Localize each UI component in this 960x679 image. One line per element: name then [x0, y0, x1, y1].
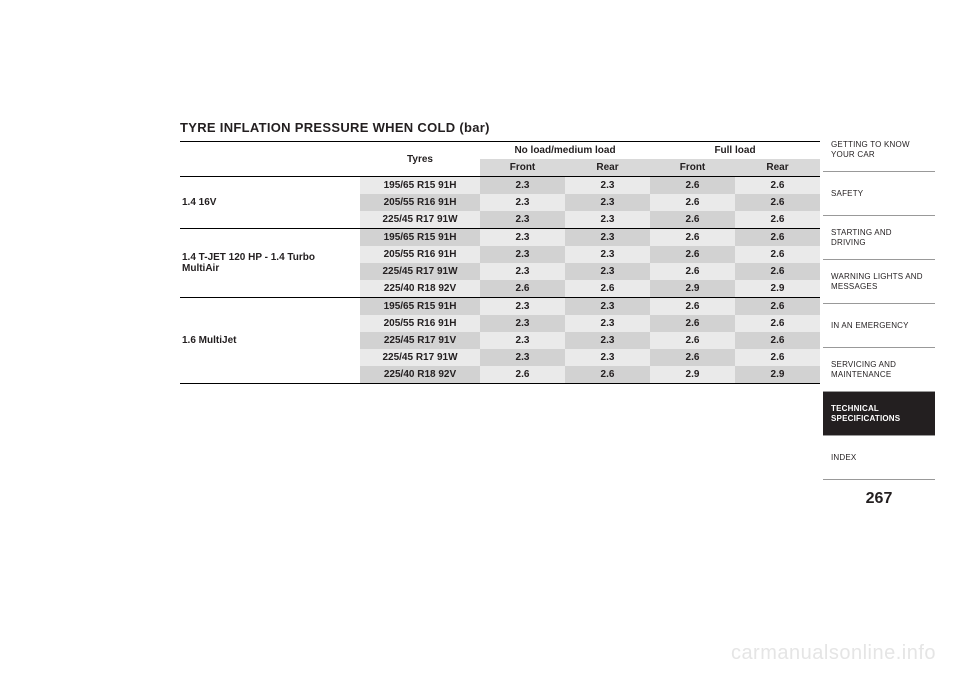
- cell-val: 2.3: [480, 332, 565, 349]
- cell-val: 2.3: [565, 194, 650, 211]
- page-title: TYRE INFLATION PRESSURE WHEN COLD (bar): [180, 120, 820, 135]
- cell-tyre: 205/55 R16 91H: [360, 194, 480, 211]
- cell-val: 2.3: [565, 177, 650, 195]
- cell-val: 2.6: [735, 263, 820, 280]
- cell-val: 2.3: [480, 211, 565, 229]
- cell-val: 2.6: [735, 315, 820, 332]
- th-tyres: Tyres: [360, 142, 480, 177]
- tab-index[interactable]: INDEX: [823, 436, 935, 480]
- cell-val: 2.6: [480, 366, 565, 384]
- th-nl-rear: Rear: [565, 159, 650, 177]
- cell-val: 2.6: [650, 263, 735, 280]
- cell-val: 2.6: [650, 177, 735, 195]
- cell-val: 2.6: [735, 177, 820, 195]
- cell-tyre: 225/40 R18 92V: [360, 280, 480, 298]
- pressure-table: Tyres No load/medium load Full load Fron…: [180, 141, 820, 384]
- cell-val: 2.6: [565, 366, 650, 384]
- cell-val: 2.3: [565, 263, 650, 280]
- page-number: 267: [823, 490, 935, 508]
- cell-val: 2.6: [735, 298, 820, 316]
- cell-val: 2.6: [650, 229, 735, 247]
- cell-val: 2.3: [480, 263, 565, 280]
- watermark-text: carmanualsonline.info: [731, 642, 936, 665]
- cell-tyre: 195/65 R15 91H: [360, 177, 480, 195]
- cell-val: 2.6: [735, 194, 820, 211]
- cell-tyre: 195/65 R15 91H: [360, 298, 480, 316]
- table-body: 1.4 16V 195/65 R15 91H 2.3 2.3 2.6 2.6 2…: [180, 177, 820, 384]
- cell-val: 2.6: [735, 349, 820, 366]
- cell-val: 2.3: [565, 349, 650, 366]
- th-no-load: No load/medium load: [480, 142, 650, 160]
- cell-val: 2.6: [650, 332, 735, 349]
- tab-servicing[interactable]: SERVICING AND MAINTENANCE: [823, 348, 935, 392]
- cell-val: 2.3: [565, 246, 650, 263]
- tab-emergency[interactable]: IN AN EMERGENCY: [823, 304, 935, 348]
- section-tabs: GETTING TO KNOW YOUR CAR SAFETY STARTING…: [823, 128, 935, 480]
- table-row: 1.4 16V 195/65 R15 91H 2.3 2.3 2.6 2.6: [180, 177, 820, 195]
- table-row: 1.6 MultiJet 195/65 R15 91H 2.3 2.3 2.6 …: [180, 298, 820, 316]
- cell-val: 2.3: [565, 315, 650, 332]
- th-full-load: Full load: [650, 142, 820, 160]
- content-area: TYRE INFLATION PRESSURE WHEN COLD (bar) …: [180, 120, 820, 384]
- cell-val: 2.6: [650, 194, 735, 211]
- cell-val: 2.6: [650, 298, 735, 316]
- cell-val: 2.3: [480, 194, 565, 211]
- th-fl-front: Front: [650, 159, 735, 177]
- table-row: 1.4 T-JET 120 HP - 1.4 Turbo MultiAir 19…: [180, 229, 820, 247]
- page: TYRE INFLATION PRESSURE WHEN COLD (bar) …: [0, 0, 960, 679]
- cell-val: 2.3: [565, 229, 650, 247]
- cell-val: 2.6: [565, 280, 650, 298]
- cell-val: 2.3: [565, 332, 650, 349]
- cell-tyre: 225/45 R17 91W: [360, 263, 480, 280]
- cell-val: 2.6: [480, 280, 565, 298]
- cell-val: 2.9: [650, 280, 735, 298]
- cell-val: 2.6: [735, 332, 820, 349]
- th-nl-front: Front: [480, 159, 565, 177]
- cell-val: 2.6: [735, 246, 820, 263]
- cell-tyre: 225/45 R17 91V: [360, 332, 480, 349]
- cell-val: 2.9: [650, 366, 735, 384]
- tab-safety[interactable]: SAFETY: [823, 172, 935, 216]
- row-label: 1.6 MultiJet: [180, 298, 360, 384]
- cell-val: 2.3: [480, 315, 565, 332]
- tab-technical-specs[interactable]: TECHNICAL SPECIFICATIONS: [823, 392, 935, 436]
- cell-tyre: 225/45 R17 91W: [360, 211, 480, 229]
- tab-warning-lights[interactable]: WARNING LIGHTS AND MESSAGES: [823, 260, 935, 304]
- tab-getting-to-know[interactable]: GETTING TO KNOW YOUR CAR: [823, 128, 935, 172]
- cell-val: 2.3: [480, 177, 565, 195]
- cell-val: 2.6: [650, 211, 735, 229]
- cell-val: 2.3: [480, 349, 565, 366]
- cell-val: 2.3: [480, 298, 565, 316]
- cell-val: 2.6: [650, 315, 735, 332]
- cell-val: 2.6: [735, 229, 820, 247]
- cell-tyre: 205/55 R16 91H: [360, 246, 480, 263]
- cell-val: 2.3: [480, 229, 565, 247]
- cell-val: 2.3: [565, 211, 650, 229]
- th-fl-rear: Rear: [735, 159, 820, 177]
- cell-tyre: 225/40 R18 92V: [360, 366, 480, 384]
- cell-tyre: 205/55 R16 91H: [360, 315, 480, 332]
- row-label: 1.4 16V: [180, 177, 360, 229]
- cell-val: 2.3: [480, 246, 565, 263]
- cell-val: 2.6: [650, 246, 735, 263]
- cell-val: 2.9: [735, 280, 820, 298]
- row-label: 1.4 T-JET 120 HP - 1.4 Turbo MultiAir: [180, 229, 360, 298]
- cell-val: 2.6: [650, 349, 735, 366]
- th-blank: [180, 142, 360, 177]
- cell-val: 2.9: [735, 366, 820, 384]
- tab-starting-driving[interactable]: STARTING AND DRIVING: [823, 216, 935, 260]
- cell-val: 2.6: [735, 211, 820, 229]
- cell-val: 2.3: [565, 298, 650, 316]
- cell-tyre: 225/45 R17 91W: [360, 349, 480, 366]
- cell-tyre: 195/65 R15 91H: [360, 229, 480, 247]
